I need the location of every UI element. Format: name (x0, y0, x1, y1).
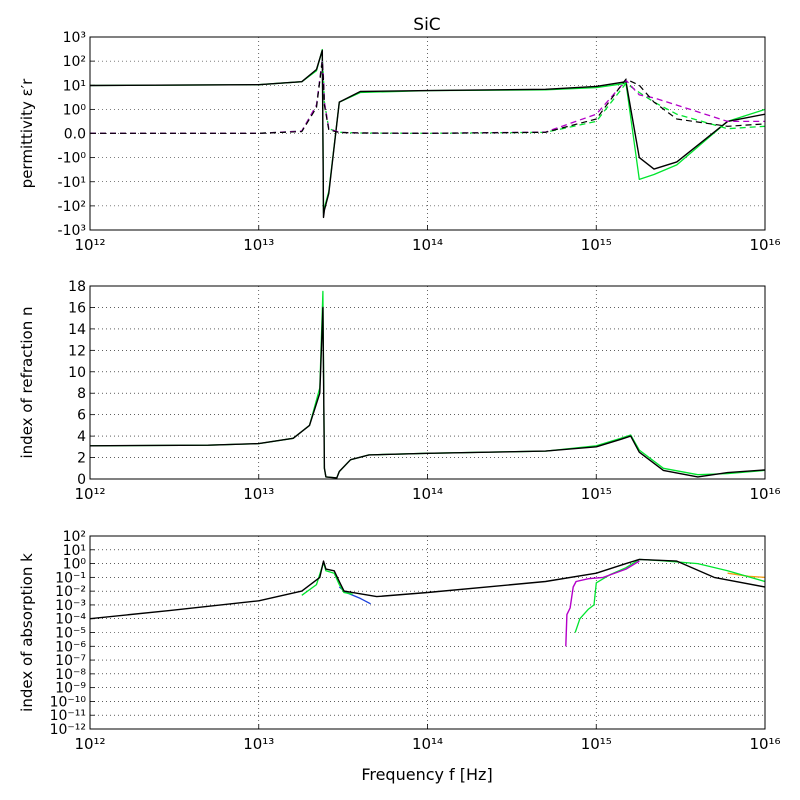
y-tick-label: -10³ (58, 223, 86, 239)
y-tick-label: 6 (77, 408, 86, 424)
absorption-series-0 (89, 558, 766, 620)
x-tick-label: 10¹⁴ (412, 735, 443, 753)
y-tick-label: 4 (77, 429, 86, 445)
x-tick-label: 10¹³ (243, 236, 274, 254)
x-tick-label: 10¹⁶ (749, 485, 780, 503)
y-tick-label: 10⁻¹⁰ (50, 694, 87, 710)
x-tick-label: 10¹⁵ (581, 485, 612, 503)
y-tick-label: 0.0 (64, 127, 86, 143)
y-tick-label: 10 (68, 365, 86, 381)
x-tick-label: 10¹² (74, 485, 105, 503)
y-tick-label: 10⁰ (63, 557, 87, 573)
axes-border (89, 535, 766, 730)
y-tick-label: 18 (68, 279, 86, 295)
y-tick-label: 10⁻¹² (50, 722, 86, 738)
x-tick-label: 10¹⁶ (749, 735, 780, 753)
x-tick-label: 10¹⁶ (749, 236, 780, 254)
absorption-series-4 (574, 558, 766, 633)
y-tick-label: 10² (63, 54, 86, 70)
y-tick-label: 10⁻⁵ (55, 626, 86, 642)
y-tick-label: 10¹ (63, 78, 86, 94)
x-tick-label: 10¹⁵ (581, 735, 612, 753)
y-tick-label: 14 (68, 322, 86, 338)
y-tick-label: 10⁻⁸ (55, 667, 86, 683)
y-tick-label: 10⁻⁶ (55, 639, 86, 655)
y-tick-label: 16 (68, 300, 86, 316)
permittivity-series-4 (90, 60, 766, 134)
x-tick-label: 10¹⁴ (412, 485, 443, 503)
permittivity-axes: 10¹² 10¹³ 10¹⁴ 10¹⁵ 10¹⁶ 10³ 10² 10¹ 10⁰ 0.0 -10⁰ -… (18, 30, 781, 254)
y-tick-label: 10³ (63, 30, 86, 46)
y-tick-label: 10⁰ (63, 102, 87, 118)
refraction-series-0 (89, 306, 766, 479)
y-tick-label: -10¹ (58, 175, 86, 191)
chart-title: SiC (413, 15, 440, 35)
x-tick-label: 10¹³ (243, 735, 274, 753)
absorption-series-3 (565, 560, 640, 647)
y-tick-label: 0 (77, 472, 86, 488)
y-tick-label: -10² (58, 199, 86, 215)
y-tick-label: 10² (63, 529, 86, 545)
x-tick-label: 10¹⁴ (412, 236, 443, 254)
y-tick-label: 10⁻⁷ (55, 653, 86, 669)
permittivity-series-0 (89, 48, 766, 214)
y-axis-label: index of refraction n (18, 307, 36, 459)
x-axis-label: Frequency f [Hz] (361, 765, 492, 784)
y-axis-label: index of absorption k (18, 553, 36, 712)
y-tick-label: 8 (77, 386, 86, 402)
y-axis-label: permittivity ε′r (18, 78, 36, 188)
y-tick-label: 10⁻⁴ (55, 612, 86, 628)
refraction-axes: 10¹² 10¹³ 10¹⁴ 10¹⁵ 10¹⁶ 0 2 4 6 8 10 12 14 16 18 index… (18, 279, 781, 503)
x-tick-label: 10¹⁵ (581, 236, 612, 254)
axes-border (89, 36, 766, 231)
y-tick-label: 10⁻⁹ (55, 681, 86, 697)
x-tick-label: 10¹² (74, 236, 105, 254)
y-tick-label: 10⁻¹¹ (50, 708, 86, 724)
axes-border (89, 285, 766, 480)
y-tick-label: 10⁻² (55, 584, 86, 600)
y-tick-label: 12 (68, 343, 86, 359)
x-tick-label: 10¹³ (243, 485, 274, 503)
x-tick-label: 10¹² (74, 735, 105, 753)
absorption-axes: 10¹² 10¹³ 10¹⁴ 10¹⁵ 10¹⁶10²10¹10⁰10⁻¹10⁻²10⁻… (18, 529, 781, 753)
permittivity-series-1 (89, 49, 766, 219)
y-tick-label: 2 (77, 451, 86, 467)
y-tick-label: 10¹ (63, 543, 86, 559)
y-tick-label: 10⁻³ (55, 598, 86, 614)
absorption-series-1 (301, 561, 353, 596)
y-tick-label: 10⁻¹ (55, 570, 86, 586)
y-tick-label: -10⁰ (58, 151, 87, 167)
